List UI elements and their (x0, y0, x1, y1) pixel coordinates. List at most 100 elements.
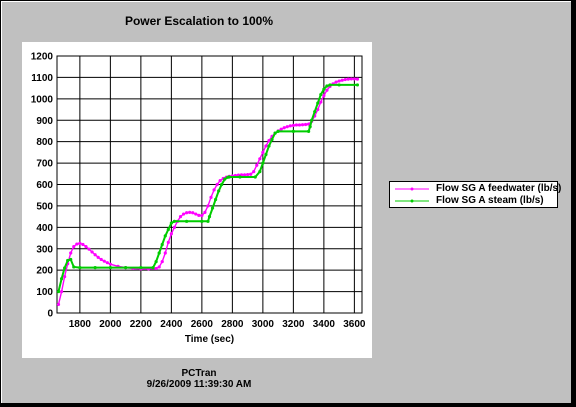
series-0-point-40 (206, 204, 210, 208)
series-1-point-43 (313, 110, 317, 114)
series-0-point-68 (291, 123, 295, 127)
series-0-point-36 (194, 212, 198, 216)
series-1-point-44 (316, 101, 320, 105)
series-0-point-58 (261, 150, 265, 154)
series-0-point-77 (319, 100, 323, 104)
series-1-point-14 (160, 242, 164, 247)
series-1-point-23 (210, 206, 215, 210)
series-0-point-16 (105, 261, 109, 265)
series-1-point-27 (223, 177, 227, 181)
x-tick-label-0: 1800 (69, 319, 92, 330)
series-0-point-9 (84, 245, 88, 249)
series-1-point-7 (93, 265, 97, 270)
series-0-point-7 (78, 241, 82, 245)
series-1-point-45 (319, 92, 323, 97)
series-1-point-47 (325, 84, 329, 88)
series-0-point-87 (349, 77, 353, 81)
series-1-point-41 (308, 125, 312, 129)
series-0-point-69 (294, 123, 299, 127)
series-1-point-31 (253, 175, 257, 179)
series-1-point-9 (124, 265, 128, 270)
x-tick-label-3: 2400 (160, 319, 183, 330)
series-1-point-19 (185, 219, 189, 223)
plot-panel: 0 100 200 300 400 500 600 700 800 900 1000 1100 1200… (22, 42, 372, 358)
series-0-point-10 (87, 247, 91, 251)
series-0-point-29 (172, 225, 177, 229)
x-tick-label-5: 2800 (221, 319, 244, 330)
series-0-point-71 (300, 123, 305, 127)
legend-item-feedwater: Flow SG A feedwater (lb/s) (393, 183, 561, 195)
series-1-point-22 (207, 215, 212, 219)
series-1-point-4 (69, 257, 73, 262)
series-1-point-11 (151, 265, 155, 270)
series-1-point-0 (56, 289, 61, 294)
x-tick-label-4: 2600 (191, 319, 214, 330)
y-tick-label-10: 1000 (31, 94, 54, 105)
series-1-point-15 (163, 234, 167, 238)
series-1-point-37 (273, 131, 277, 135)
series-0-point-42 (212, 188, 216, 192)
legend-swatch-feedwater (395, 187, 429, 191)
legend: Flow SG A feedwater (lb/s) Flow SG A ste… (389, 181, 561, 208)
series-0-point-27 (166, 240, 170, 244)
series-1-point-17 (169, 221, 173, 225)
series-0-point-82 (334, 80, 338, 84)
series-0-point-60 (267, 138, 271, 143)
y-tick-label-5: 500 (36, 201, 53, 212)
series-0-point-66 (285, 125, 289, 129)
series-0-point-24 (157, 265, 161, 269)
series-0-point-73 (307, 122, 311, 126)
series-0-point-72 (303, 122, 308, 127)
series-1-point-13 (157, 251, 161, 255)
series-0-point-85 (343, 77, 347, 82)
series-0-point-43 (215, 182, 219, 187)
series-0-point-55 (252, 170, 256, 174)
series-1-point-6 (78, 265, 82, 270)
series-1-point-5 (72, 265, 76, 269)
series-0-point-89 (355, 77, 360, 81)
x-tick-label-2: 2200 (130, 319, 153, 330)
series-0-point-41 (209, 195, 213, 199)
series-0-point-86 (346, 77, 350, 81)
plot-frame (56, 55, 363, 314)
series-1-point-16 (166, 227, 170, 232)
series-0-point-15 (102, 259, 106, 263)
series-0-point-79 (325, 88, 329, 92)
series-1-point-30 (238, 175, 242, 179)
y-tick-label-7: 700 (36, 159, 53, 170)
series-0-point-57 (258, 157, 262, 161)
y-tick-label-2: 200 (36, 266, 53, 277)
y-tick-label-6: 600 (36, 180, 53, 191)
series-1-point-21 (206, 219, 210, 223)
series-0-point-4 (69, 251, 73, 255)
series-1-point-25 (217, 189, 221, 193)
series-1-point-48 (328, 83, 332, 87)
legend-item-steam: Flow SG A steam (lb/s) (393, 195, 557, 207)
series-0-point-2 (63, 274, 67, 279)
x-axis-label: Time (sec) (185, 334, 234, 345)
series-0-point-6 (75, 242, 79, 246)
series-0-point-76 (316, 107, 320, 112)
series-0-point-37 (197, 213, 201, 217)
series-1-point-26 (220, 182, 224, 187)
legend-label-feedwater: Flow SG A feedwater (lb/s) (436, 183, 562, 194)
legend-label-steam: Flow SG A steam (lb/s) (436, 195, 544, 206)
series-0-point-28 (169, 232, 173, 236)
chart-svg: 0 100 200 300 400 500 600 700 800 900 1000 1100 1200… (31, 52, 366, 346)
series-0-point-11 (90, 250, 94, 254)
series-0-point-26 (163, 251, 167, 255)
legend-swatch-steam (395, 199, 429, 203)
x-tick-label-8: 3400 (313, 319, 336, 330)
series-1-point-33 (261, 161, 265, 165)
series-0-point-78 (322, 94, 326, 98)
series-0-point-59 (264, 144, 268, 148)
footer: PCTran 9/26/2009 11:39:30 AM (0, 368, 398, 390)
series-0-point-13 (96, 255, 100, 259)
y-tick-label-4: 400 (36, 223, 53, 234)
series-0-point-12 (93, 253, 97, 257)
series-0-point-53 (246, 173, 250, 177)
y-tick-label-8: 800 (36, 137, 53, 148)
y-tick-label-11: 1100 (31, 73, 53, 84)
series-1-point-34 (264, 152, 268, 157)
series-0-point-64 (279, 127, 283, 131)
